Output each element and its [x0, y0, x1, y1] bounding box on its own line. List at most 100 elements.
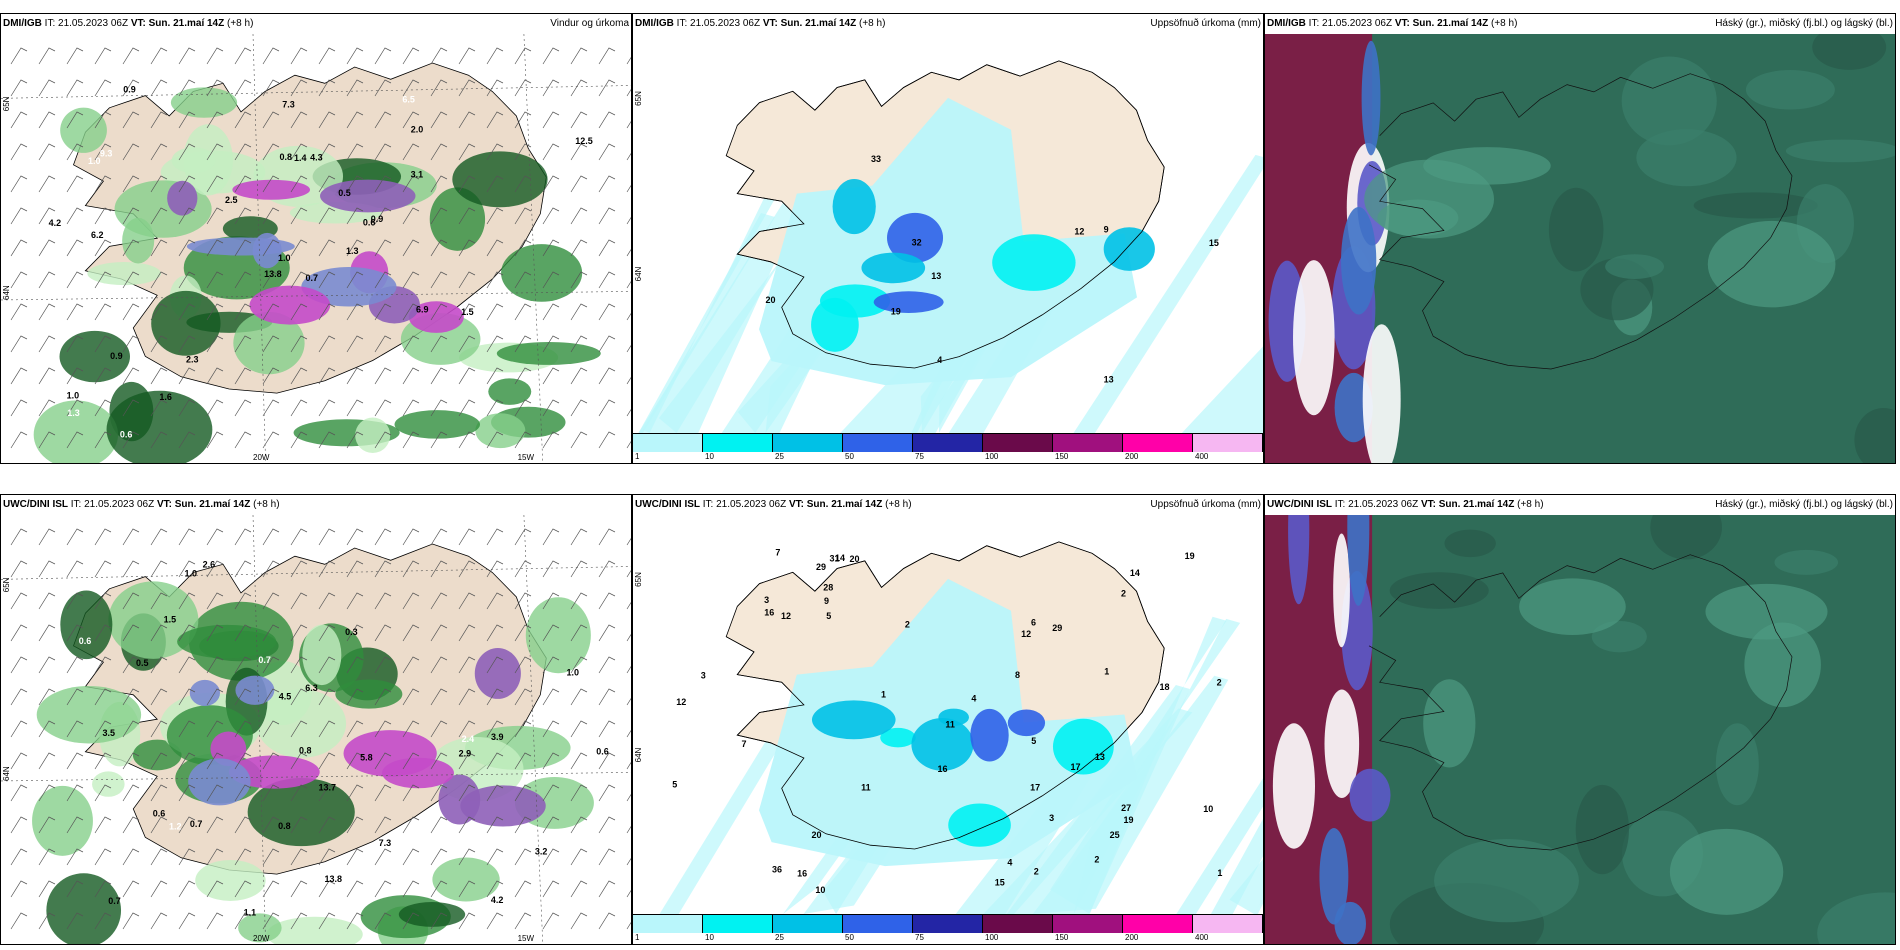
precip-total-label: 1: [881, 689, 886, 699]
wind-barb: [486, 303, 504, 321]
heavy-precip-area: [189, 679, 221, 706]
precip-total-label: 10: [1203, 804, 1213, 814]
colorbar-swatch: [1193, 434, 1263, 452]
wind-barb: [486, 528, 504, 546]
wind-barb: [598, 111, 616, 129]
map-wind-precip[interactable]: 0.7 1.0 1.0 1.0 0.6 2.3 6.5 4.3 2.0 1.3 0.9 3.5 6.2 1…: [1, 34, 631, 463]
wind-barb: [122, 143, 140, 161]
precip-total-label: 10: [815, 885, 825, 895]
wind-barb: [178, 47, 196, 65]
wind-barb: [542, 431, 560, 449]
wind-barb: [94, 688, 112, 706]
map-canvas: 0.5 0.6 4.5 1.0 0.7 0.3 0.6 5.8 3.2 2.9 2.6 2.4 4.2 3…: [1, 515, 631, 944]
precip-area: [355, 417, 391, 454]
map-canvas: 0.7 1.0 1.0 1.0 0.6 2.3 6.5 4.3 2.0 1.3 0.9 3.5 6.2 1…: [1, 34, 631, 463]
wind-barb: [402, 207, 420, 225]
precip-area: [171, 147, 216, 174]
wind-barb: [150, 688, 168, 706]
precip-value-label: 0.6: [153, 809, 166, 819]
precip-area-heavy: [861, 252, 926, 284]
wind-barb: [598, 367, 616, 385]
wind-barb: [598, 624, 616, 642]
wind-barb: [318, 880, 336, 898]
wind-barb: [626, 88, 631, 97]
map-wind-precip[interactable]: 0.5 0.6 4.5 1.0 0.7 0.3 0.6 5.8 3.2 2.9 2.6 2.4 4.2 3…: [1, 515, 631, 944]
wind-barb: [570, 175, 588, 193]
map-accumulated-precip[interactable]: 2 2 1 3 16 17 19 10 8 7 11 5 12 13 7 27 14 16 25 18 36 14 16 29…: [633, 515, 1263, 914]
precip-value-label: 2.9: [459, 749, 472, 759]
wind-barb: [570, 431, 588, 449]
model-source: UWC/DINI ISL: [1267, 499, 1332, 510]
precip-streak: [642, 138, 808, 433]
wind-barb: [178, 335, 196, 353]
wind-barb: [402, 143, 420, 161]
wind-barb: [122, 816, 140, 834]
model-source: DMI/IGB: [635, 18, 674, 29]
wind-barb: [94, 79, 112, 97]
precip-area-heavy: [811, 297, 859, 352]
wind-barb: [66, 47, 84, 65]
precip-total-label: 11: [861, 782, 871, 792]
wind-barb: [262, 175, 280, 193]
panel-dmi-precip: DMI/IGB IT: 21.05.2023 06Z VT: Sun. 21.m…: [632, 13, 1264, 464]
wind-barb: [38, 720, 56, 738]
precip-area-heavy: [1052, 718, 1114, 775]
cloud-area: [1548, 187, 1604, 272]
wind-barb: [178, 656, 196, 674]
wind-barb: [10, 303, 28, 321]
map-cloud-cover[interactable]: [1265, 34, 1895, 463]
map-canvas: [1265, 515, 1895, 944]
wind-barb: [206, 239, 224, 257]
cloud-band: [1347, 515, 1370, 606]
precip-total-label: 4: [971, 693, 976, 703]
heavy-precip-area: [320, 179, 416, 213]
wind-barb: [206, 784, 224, 802]
precip-area-heavy: [880, 727, 916, 748]
map-accumulated-precip[interactable]: 12 13 9 13 4 33 32 20 19 15 65N 64N: [633, 34, 1263, 433]
wind-barb: [318, 656, 336, 674]
wind-barb: [206, 528, 224, 546]
precip-total-label: 19: [1185, 551, 1195, 561]
wind-barb: [206, 143, 224, 161]
wind-barb: [598, 560, 616, 578]
wind-barb: [318, 239, 336, 257]
wind-barb: [122, 528, 140, 546]
wind-barb: [458, 239, 476, 257]
wind-barb: [626, 697, 631, 706]
wind-barb: [598, 303, 616, 321]
wind-barb: [38, 303, 56, 321]
wind-barb: [206, 560, 224, 578]
wind-barb: [10, 592, 28, 610]
map-cloud-cover[interactable]: [1265, 515, 1895, 944]
colorbar-tick-label: 25: [775, 452, 784, 461]
wind-barb: [206, 752, 224, 770]
precip-streak: [1073, 154, 1263, 433]
precip-value-label: 1.0: [278, 253, 291, 263]
model-source: UWC/DINI ISL: [635, 499, 700, 510]
wind-barb: [402, 528, 420, 546]
wind-barb: [430, 111, 448, 129]
precip-total-label: 27: [1121, 803, 1131, 813]
wind-barb: [570, 688, 588, 706]
wind-barb: [178, 560, 196, 578]
wind-barb: [206, 79, 224, 97]
wind-barb: [458, 175, 476, 193]
wind-barb: [486, 912, 504, 930]
precip-streak: [1253, 898, 1263, 914]
longitude-line: [523, 34, 544, 463]
precip-area: [36, 685, 142, 744]
wind-barb: [514, 207, 532, 225]
colorbar-tick-label: 400: [1195, 452, 1209, 461]
wind-barb: [626, 408, 631, 417]
wind-barb: [486, 335, 504, 353]
precip-streak: [1210, 819, 1263, 914]
precip-value-label: 4.2: [491, 895, 504, 905]
wind-barb: [626, 921, 631, 930]
wind-barb: [178, 431, 196, 449]
wind-barb: [66, 239, 84, 257]
precip-total-label: 7: [775, 547, 780, 557]
wind-barb: [10, 431, 28, 449]
wind-barb: [94, 335, 112, 353]
heavy-precip-area: [167, 180, 198, 216]
valid-time: Sun. 21.maí 14Z: [148, 18, 225, 29]
